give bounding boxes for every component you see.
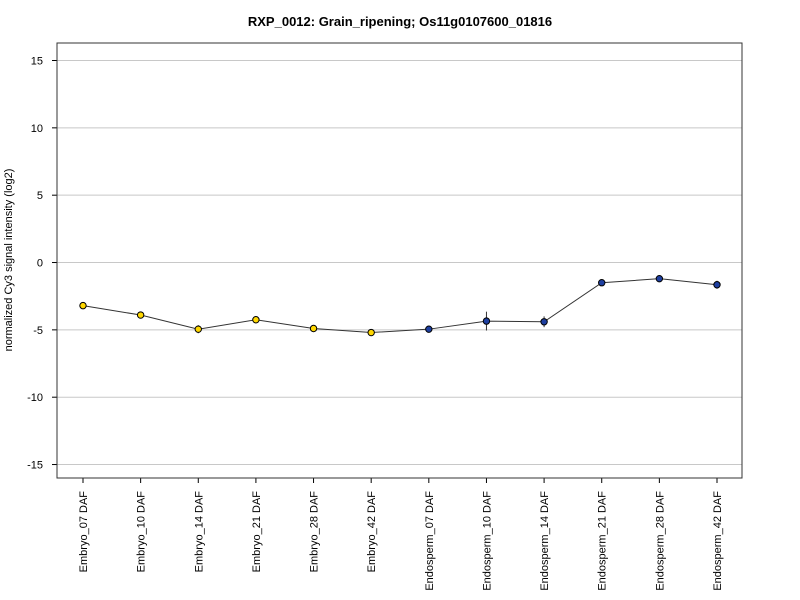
data-series [79, 274, 721, 337]
y-tick-label: 15 [31, 56, 43, 68]
data-point [79, 301, 87, 310]
x-tick-label: Endosperm_42 DAF [712, 491, 724, 591]
x-tick-label: Embryo_42 DAF [366, 491, 378, 573]
y-tick-label: -5 [33, 325, 43, 337]
data-point [136, 311, 145, 319]
x-axis-ticks: Embryo_07 DAF Embryo_10 DAF Embryo_14 DAF E… [78, 478, 724, 591]
x-tick-label: Endosperm_10 DAF [481, 491, 493, 591]
y-tick-label: 0 [37, 258, 43, 270]
x-tick-label: Endosperm_21 DAF [597, 491, 609, 591]
x-tick-label: Endosperm_28 DAF [654, 491, 666, 591]
data-point [367, 328, 375, 337]
data-point [598, 279, 606, 287]
data-point [252, 316, 260, 324]
data-point [713, 281, 721, 289]
data-point [425, 325, 433, 333]
y-tick-label: -15 [27, 460, 43, 472]
y-tick-label: 10 [31, 123, 43, 135]
x-tick-label: Embryo_28 DAF [309, 491, 321, 573]
chart-title: RXP_0012: Grain_ripening; Os11g0107600_0… [248, 14, 552, 29]
x-tick-label: Endosperm_14 DAF [539, 491, 551, 591]
x-tick-label: Embryo_14 DAF [193, 491, 205, 573]
x-tick-label: Embryo_21 DAF [251, 491, 263, 573]
data-point [482, 317, 491, 325]
x-tick-label: Embryo_10 DAF [136, 491, 148, 573]
y-axis-ticks: -15 -10 -5 0 5 10 15 [27, 56, 57, 472]
data-point [540, 318, 548, 326]
series-line [82, 278, 718, 334]
y-tick-label: -10 [27, 392, 43, 404]
grid-lines [57, 60, 742, 466]
plot-frame [56, 42, 743, 479]
x-tick-label: Endosperm_07 DAF [424, 491, 436, 591]
y-axis-label: normalized Cy3 signal intensity (log2) [3, 169, 15, 352]
x-tick-label: Embryo_07 DAF [78, 491, 90, 573]
data-point [309, 324, 318, 333]
data-point [194, 325, 202, 333]
y-tick-label: 5 [37, 190, 43, 202]
data-point [655, 274, 664, 283]
